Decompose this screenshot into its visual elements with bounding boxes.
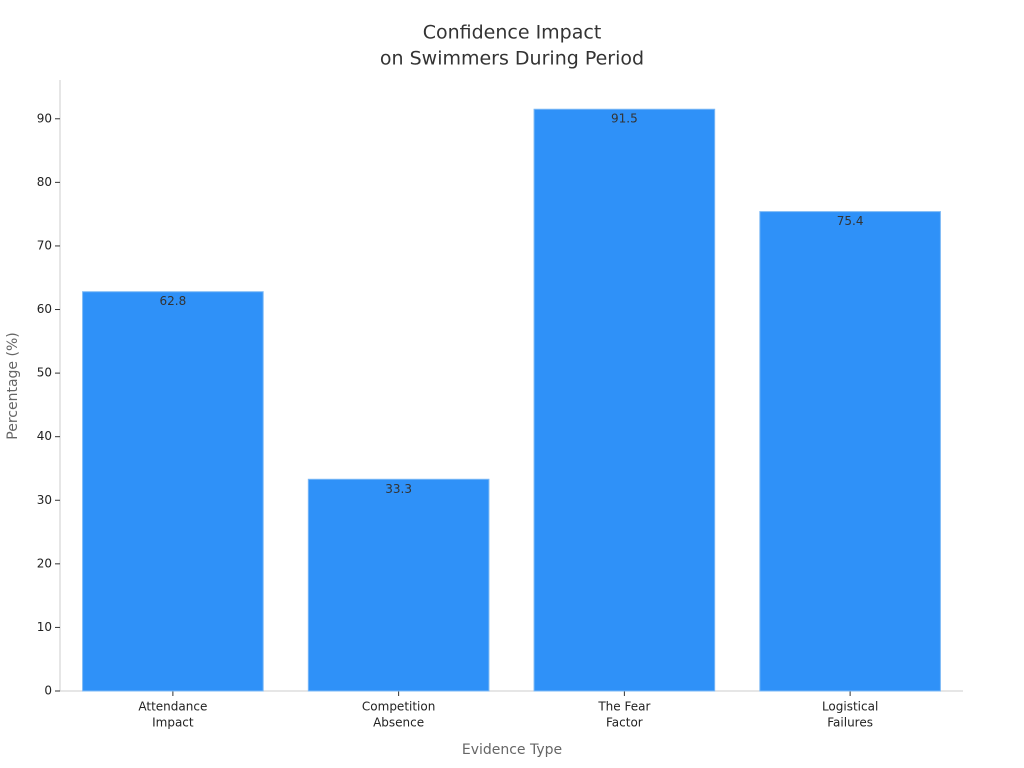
value-label: 91.5 bbox=[611, 112, 638, 126]
x-tick-label: Logistical bbox=[822, 700, 878, 714]
y-axis-label: Percentage (%) bbox=[5, 332, 21, 439]
y-tick-label: 30 bbox=[37, 493, 52, 507]
value-label: 62.8 bbox=[160, 294, 187, 308]
y-tick-label: 50 bbox=[37, 366, 52, 380]
y-tick-label: 90 bbox=[37, 111, 52, 125]
value-label: 75.4 bbox=[837, 214, 864, 228]
chart-title: on Swimmers During Period bbox=[380, 48, 644, 70]
y-tick-label: 40 bbox=[37, 429, 52, 443]
y-tick-label: 20 bbox=[37, 556, 52, 570]
bar bbox=[759, 211, 941, 692]
y-tick-label: 70 bbox=[37, 238, 52, 252]
bar bbox=[307, 478, 490, 692]
x-tick-label: Impact bbox=[152, 716, 194, 730]
y-tick-label: 10 bbox=[37, 620, 52, 634]
x-tick-label: Absence bbox=[373, 716, 424, 730]
x-axis-label: Evidence Type bbox=[462, 742, 562, 758]
x-tick-label: Competition bbox=[362, 700, 435, 714]
bar bbox=[82, 291, 264, 692]
y-tick-label: 0 bbox=[44, 684, 52, 698]
x-tick-label: Factor bbox=[606, 716, 643, 730]
chart-title: Confidence Impact bbox=[423, 22, 602, 44]
x-tick-label: The Fear bbox=[597, 700, 650, 714]
y-tick-label: 80 bbox=[37, 175, 52, 189]
bar bbox=[533, 108, 716, 692]
x-tick-label: Failures bbox=[827, 716, 873, 730]
value-label: 33.3 bbox=[385, 482, 412, 496]
x-tick-label: Attendance bbox=[138, 700, 207, 714]
y-tick-label: 60 bbox=[37, 302, 52, 316]
